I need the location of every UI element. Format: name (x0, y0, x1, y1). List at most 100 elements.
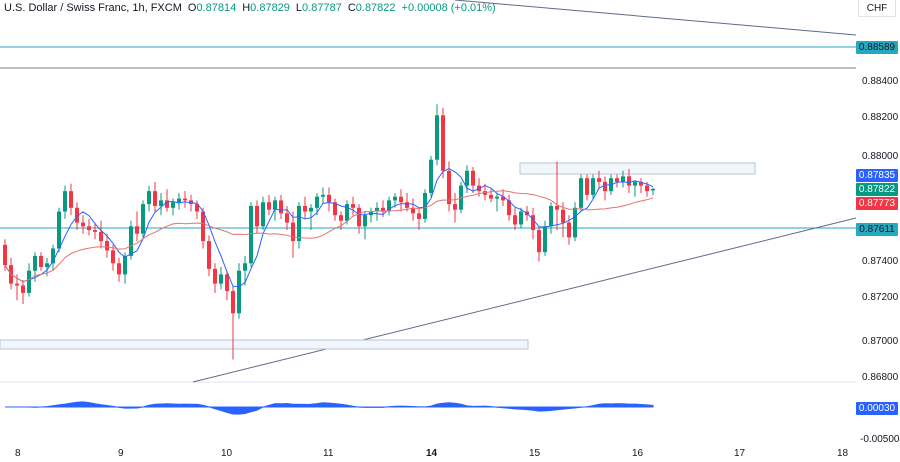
open-value: O 0.87814 (187, 2, 237, 14)
candle-body (549, 205, 553, 227)
candle-body (297, 205, 301, 242)
currency-button[interactable]: CHF (858, 0, 896, 17)
candle-body (285, 213, 289, 223)
time-tick-label: 10 (221, 448, 233, 459)
candle-body (519, 211, 523, 225)
candle-body (231, 291, 235, 314)
candle-body (411, 207, 415, 214)
candle-body (255, 205, 259, 227)
candle-body (195, 204, 199, 212)
last-candle-body (651, 188, 655, 191)
candle-body (615, 178, 619, 182)
candle-body (603, 181, 607, 192)
candle-body (315, 196, 319, 208)
change-value: +0.00008 (+0.01%) (401, 2, 496, 14)
candle-body (207, 241, 211, 269)
candle-body (123, 255, 127, 275)
candle-body (591, 178, 595, 195)
candle-body (429, 159, 433, 193)
candle-body (33, 255, 37, 271)
candle-body (249, 205, 253, 264)
low-value: L 0.87787 (295, 2, 342, 14)
candle-body (417, 213, 421, 219)
candle-body (507, 200, 511, 216)
candle-body (627, 176, 631, 186)
time-tick-label: 8 (15, 448, 21, 459)
high-value: H 0.87829 (242, 2, 290, 14)
candle-body (567, 222, 571, 238)
candle-body (147, 191, 151, 205)
candle-body (75, 207, 79, 223)
price-tick-label: 0.88400 (862, 76, 899, 87)
fast-moving-average-line (4, 168, 654, 288)
time-tick-label: 15 (529, 448, 541, 459)
price-tick-label: 0.87200 (862, 292, 899, 303)
candle-body (3, 244, 7, 266)
price-tick-label: 0.87000 (862, 336, 899, 347)
chart-legend: U.S. Dollar / Swiss Franc, 1h, FXCM O 0.8… (4, 2, 496, 14)
candle-body (39, 255, 43, 267)
candle-body (453, 204, 457, 210)
candle-body (387, 200, 391, 212)
candle-body (531, 215, 535, 230)
candle-body (621, 176, 625, 182)
candle-body (141, 204, 145, 234)
candle-body (183, 198, 187, 201)
ascending-trendline (192, 217, 857, 383)
price-tag-label: 0.87835 (856, 169, 898, 182)
candle-body (201, 211, 205, 242)
candle-body (513, 215, 517, 225)
price-tick-label: 0.87400 (862, 256, 899, 267)
candle-body (393, 196, 397, 201)
candle-body (327, 194, 331, 203)
candle-body (81, 222, 85, 227)
symbol-title: U.S. Dollar / Swiss Franc, 1h, FXCM (4, 2, 182, 14)
time-tick-label: 9 (118, 448, 124, 459)
candle-body (495, 196, 499, 199)
candle-body (537, 230, 541, 253)
candle-body (111, 250, 115, 264)
candle-body (135, 226, 139, 234)
candle-body (261, 202, 265, 227)
candle-body (27, 270, 31, 293)
time-tick-label: 14 (426, 448, 438, 459)
candle-body (69, 191, 73, 208)
candle-body (645, 185, 649, 192)
price-tick-label: 0.88200 (862, 112, 899, 123)
candle-body (87, 226, 91, 230)
candle-body (333, 202, 337, 216)
candle-body (465, 170, 469, 186)
candle-body (15, 283, 19, 286)
candle-body (561, 209, 565, 223)
candle-body (237, 270, 241, 314)
candle-body (129, 226, 133, 256)
candle-body (555, 205, 559, 210)
demand-zone-rect (0, 339, 529, 350)
candle-body (177, 198, 181, 203)
candle-body (471, 170, 475, 186)
candle-body (639, 181, 643, 186)
candle-body (99, 231, 103, 242)
oscillator-tick-label: -0.00500 (860, 434, 900, 445)
oscillator-area (5, 401, 654, 415)
candle-body (51, 248, 55, 264)
time-tick-label: 17 (734, 448, 746, 459)
slow-moving-average-line (4, 190, 654, 283)
candle-body (105, 241, 109, 251)
candle-body (543, 226, 547, 253)
candle-body (423, 193, 427, 219)
candle-body (375, 207, 379, 212)
candle-body (219, 274, 223, 284)
candle-body (447, 170, 451, 205)
price-tick-label: 0.86800 (862, 372, 899, 383)
price-tag-label: 0.87773 (856, 197, 898, 210)
time-tick-label: 16 (632, 448, 644, 459)
candle-body (489, 194, 493, 199)
candle-body (153, 191, 157, 206)
price-tag-label: 0.87611 (856, 223, 898, 236)
candle-body (225, 274, 229, 292)
candle-body (573, 207, 577, 238)
price-tick-label: 0.88000 (862, 151, 899, 162)
candle-body (117, 263, 121, 275)
